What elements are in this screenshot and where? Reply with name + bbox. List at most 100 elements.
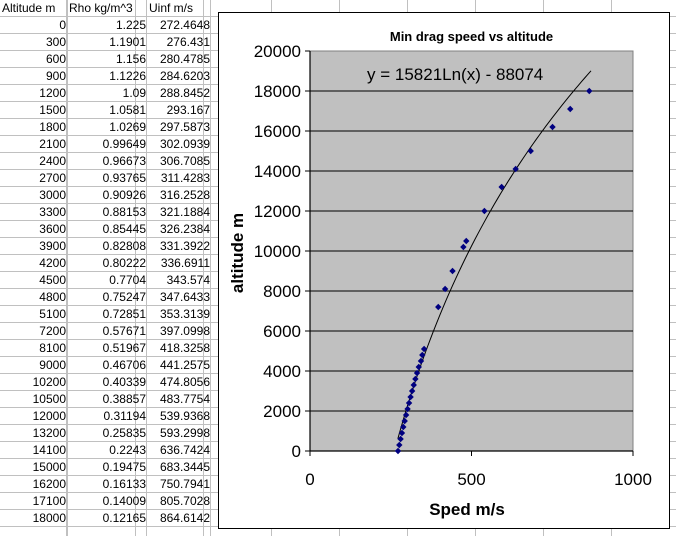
table-cell[interactable]: 18000: [32, 511, 66, 525]
table-cell[interactable]: 1.0581: [109, 103, 146, 117]
table-cell[interactable]: 311.4283: [160, 171, 210, 185]
table-cell[interactable]: 8100: [39, 341, 66, 355]
table-cell[interactable]: 636.7424: [159, 443, 210, 457]
table-cell[interactable]: 284.6203: [159, 69, 210, 83]
table-cell[interactable]: 0.38857: [102, 392, 146, 406]
table-cell[interactable]: 0.2243: [109, 443, 146, 457]
table-cell[interactable]: 2100: [39, 137, 66, 151]
column-header[interactable]: Rho kg/m^3: [69, 1, 133, 15]
table-cell[interactable]: 0.93765: [102, 171, 146, 185]
table-cell[interactable]: 750.7941: [159, 477, 210, 491]
table-cell[interactable]: 14100: [32, 443, 66, 457]
table-cell[interactable]: 4800: [39, 290, 66, 304]
table-cell[interactable]: 1.0269: [109, 120, 146, 134]
table-cell[interactable]: 321.1884: [159, 205, 210, 219]
table-cell[interactable]: 7200: [39, 324, 66, 338]
table-cell[interactable]: 15000: [32, 460, 66, 474]
table-cell[interactable]: 3600: [39, 222, 66, 236]
table-cell[interactable]: 0.85445: [102, 222, 146, 236]
table-cell[interactable]: 483.7754: [159, 392, 210, 406]
column-header[interactable]: Uinf m/s: [149, 1, 194, 15]
table-cell[interactable]: 418.3258: [159, 341, 210, 355]
table-cell[interactable]: 326.2384: [159, 222, 210, 236]
table-cell[interactable]: 864.6142: [159, 511, 210, 525]
table-cell[interactable]: 16200: [32, 477, 66, 491]
table-cell[interactable]: 0.99649: [102, 137, 146, 151]
table-cell[interactable]: 0.40339: [102, 375, 146, 389]
table-cell[interactable]: 3900: [39, 239, 66, 253]
table-cell[interactable]: 539.9368: [159, 409, 210, 423]
table-cell[interactable]: 474.8056: [159, 375, 210, 389]
chart-area[interactable]: 0 2000 4000 6000 8000 10000 12000 14000 16000 180…: [218, 12, 670, 529]
table-cell[interactable]: 302.0939: [159, 137, 210, 151]
table-cell[interactable]: 0.57671: [102, 324, 146, 338]
table-cell[interactable]: 600: [45, 52, 66, 66]
table-cell[interactable]: 1200: [39, 86, 66, 100]
table-cell[interactable]: 12000: [32, 409, 66, 423]
table-cell[interactable]: 1500: [39, 103, 66, 117]
table-cell[interactable]: 293.167: [166, 103, 210, 117]
table-cell[interactable]: 805.7028: [159, 494, 210, 508]
table-cell[interactable]: 0.96673: [102, 154, 146, 168]
table-cell[interactable]: 0.16133: [102, 477, 146, 491]
table-row: 300 1.1901 276.431: [0, 34, 210, 51]
table-cell[interactable]: 0.82808: [102, 239, 146, 253]
table-cell[interactable]: 683.3445: [159, 460, 210, 474]
table-cell[interactable]: 3000: [39, 188, 66, 202]
table-cell[interactable]: 0.31194: [103, 409, 147, 423]
table-cell[interactable]: 1.156: [115, 52, 146, 66]
table-cell[interactable]: 300: [45, 35, 66, 49]
table-cell[interactable]: 276.431: [166, 35, 210, 49]
table-cell[interactable]: 17100: [32, 494, 66, 508]
table-cell[interactable]: 1800: [39, 120, 66, 134]
table-cell[interactable]: 306.7085: [159, 154, 210, 168]
table-cell[interactable]: 336.6911: [160, 256, 210, 270]
table-cell[interactable]: 0.14009: [102, 494, 146, 508]
table-cell[interactable]: 0.80222: [102, 256, 146, 270]
data-point: [512, 165, 519, 173]
table-cell[interactable]: 272.4648: [159, 18, 210, 32]
table-cell[interactable]: 0.90926: [102, 188, 146, 202]
table-cell[interactable]: 2400: [39, 154, 66, 168]
table-row: 4500 0.7704 343.574: [0, 272, 210, 289]
table-cell[interactable]: 13200: [32, 426, 66, 440]
table-cell[interactable]: 397.0998: [159, 324, 210, 338]
column-header[interactable]: Altitude m: [2, 1, 56, 15]
table-cell[interactable]: 1.225: [115, 18, 146, 32]
table-cell[interactable]: 593.2998: [159, 426, 210, 440]
data-point: [481, 207, 488, 215]
table-cell[interactable]: 10200: [32, 375, 66, 389]
table-cell[interactable]: 1.1226: [109, 69, 146, 83]
table-cell[interactable]: 5100: [39, 307, 66, 321]
table-cell[interactable]: 353.3139: [159, 307, 210, 321]
table-cell[interactable]: 4200: [39, 256, 66, 270]
table-cell[interactable]: 1.1901: [109, 35, 146, 49]
table-row: 900 1.1226 284.6203: [0, 68, 210, 85]
table-cell[interactable]: 343.574: [166, 273, 210, 287]
table-cell[interactable]: 297.5873: [159, 120, 210, 134]
table-cell[interactable]: 0.75247: [102, 290, 146, 304]
table-cell[interactable]: 4500: [39, 273, 66, 287]
table-cell[interactable]: 0: [59, 18, 66, 32]
table-cell[interactable]: 10500: [32, 392, 66, 406]
table-cell[interactable]: 347.6433: [159, 290, 210, 304]
table-cell[interactable]: 0.19475: [102, 460, 146, 474]
table-cell[interactable]: 0.72851: [102, 307, 146, 321]
table-cell[interactable]: 0.25835: [102, 426, 146, 440]
y-tick-label: 8000: [263, 282, 301, 301]
table-cell[interactable]: 288.8452: [159, 86, 210, 100]
table-cell[interactable]: 0.7704: [109, 273, 146, 287]
table-cell[interactable]: 0.51967: [102, 341, 146, 355]
table-cell[interactable]: 441.2575: [159, 358, 210, 372]
table-cell[interactable]: 9000: [39, 358, 66, 372]
table-cell[interactable]: 316.2528: [159, 188, 210, 202]
table-cell[interactable]: 280.4785: [159, 52, 210, 66]
table-cell[interactable]: 0.12165: [102, 511, 146, 525]
table-cell[interactable]: 0.88153: [102, 205, 146, 219]
table-cell[interactable]: 2700: [39, 171, 66, 185]
table-cell[interactable]: 900: [45, 69, 66, 83]
table-cell[interactable]: 1.09: [122, 86, 146, 100]
table-cell[interactable]: 3300: [39, 205, 66, 219]
table-cell[interactable]: 0.46706: [102, 358, 146, 372]
table-cell[interactable]: 331.3922: [159, 239, 210, 253]
